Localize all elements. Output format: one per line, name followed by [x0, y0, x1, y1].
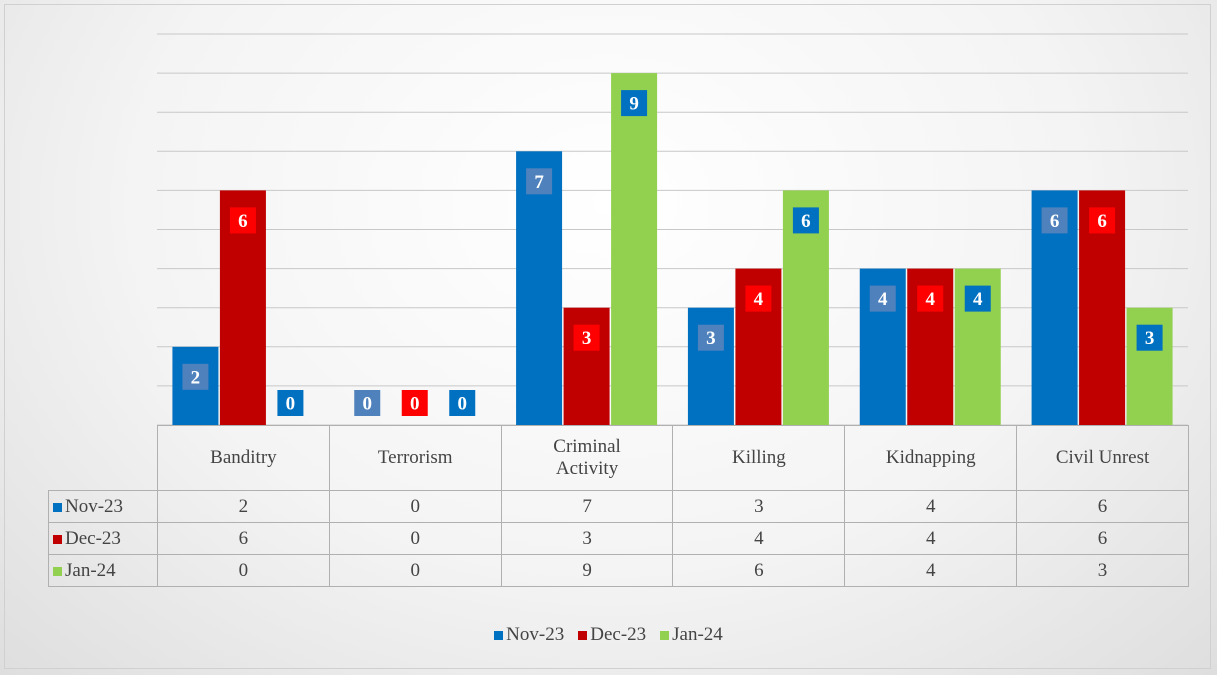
data-label-box	[964, 285, 991, 312]
data-label-box	[745, 285, 772, 312]
data-label-box	[401, 390, 428, 416]
legend-key	[53, 534, 62, 544]
table-cell: 2	[157, 490, 330, 523]
legend-key	[660, 631, 670, 640]
data-label: 0	[458, 394, 468, 415]
data-label: 6	[1097, 211, 1107, 232]
table-cell: 0	[328, 554, 502, 587]
legend-item: Dec-23	[578, 624, 646, 646]
table-cell: 0	[328, 522, 502, 555]
data-label-box	[869, 285, 896, 312]
table-cell: 0	[328, 490, 502, 523]
data-label: 6	[1050, 211, 1060, 232]
data-label: 3	[1145, 328, 1155, 349]
table-cell: 4	[844, 522, 1018, 555]
data-label: 7	[534, 172, 544, 193]
category-label: Civil Unrest	[1016, 425, 1189, 491]
data-label: 6	[801, 211, 811, 232]
data-label-box	[182, 363, 209, 390]
legend-label: Dec-23	[590, 624, 647, 645]
bar	[516, 151, 563, 426]
row-label: Jan-24	[65, 559, 116, 581]
row-label: Dec-23	[65, 527, 121, 549]
table-cell: 4	[844, 554, 1018, 587]
legend-item: Jan-24	[660, 624, 723, 646]
data-label: 4	[973, 289, 983, 310]
category-label: Criminal Activity	[500, 425, 674, 491]
corner-cell	[49, 426, 158, 491]
data-label-box	[917, 285, 944, 312]
category-label: Killing	[672, 425, 846, 491]
bar	[611, 73, 658, 425]
data-label: 6	[238, 211, 248, 232]
table-row: Dec-23 6 0 3 4 4 6	[48, 522, 1189, 555]
data-label: 9	[629, 94, 639, 115]
table-row: Nov-23 2 0 7 3 4 6	[48, 490, 1189, 523]
legend: Nov-23 Dec-23 Jan-24	[0, 624, 1217, 646]
data-label: 2	[191, 367, 201, 388]
chart-frame	[4, 4, 1211, 669]
table-cell: 3	[672, 490, 846, 523]
row-label: Nov-23	[65, 495, 124, 517]
category-label: Terrorism	[328, 425, 502, 491]
table-cell: 6	[1016, 490, 1189, 523]
data-label-box	[1089, 207, 1116, 234]
legend-key	[53, 566, 62, 576]
data-label-box	[1136, 324, 1163, 351]
data-label-box	[229, 207, 256, 234]
data-label-box	[697, 324, 724, 351]
table-cell: 6	[672, 554, 846, 587]
data-label: 3	[582, 328, 592, 349]
table-cell: 9	[500, 554, 674, 587]
table-cell: 3	[1016, 554, 1189, 587]
data-label-box	[621, 90, 648, 117]
data-label-box	[573, 324, 600, 351]
category-label: Banditry	[157, 425, 330, 491]
legend-label: Nov-23	[506, 624, 565, 645]
data-table: Banditry Terrorism Criminal Activity Killin…	[48, 425, 1189, 587]
data-label-box	[792, 207, 819, 234]
category-label: Kidnapping	[844, 425, 1018, 491]
data-label-box	[277, 390, 304, 416]
table-cell: 3	[500, 522, 674, 555]
data-label: 0	[363, 394, 373, 415]
data-label: 0	[286, 394, 296, 415]
table-cell: 6	[1016, 522, 1189, 555]
data-label-box	[449, 390, 476, 416]
data-label-box	[354, 390, 381, 416]
row-header: Nov-23	[48, 490, 158, 523]
data-label: 4	[878, 289, 888, 310]
row-header: Jan-24	[48, 554, 158, 587]
table-cell: 6	[157, 522, 330, 555]
legend-key	[53, 502, 62, 512]
table-cell: 4	[844, 490, 1018, 523]
row-header: Dec-23	[48, 522, 158, 555]
data-label: 4	[754, 289, 764, 310]
header-row: Banditry Terrorism Criminal Activity Killin…	[49, 425, 1189, 491]
data-label-box	[526, 168, 553, 195]
data-label: 3	[706, 328, 716, 349]
data-label-box	[1041, 207, 1068, 234]
data-label: 0	[410, 394, 420, 415]
data-label: 4	[926, 289, 936, 310]
table-cell: 0	[157, 554, 330, 587]
table-row: Jan-24 0 0 9 6 4 3	[48, 554, 1189, 587]
legend-key	[578, 631, 588, 640]
table-cell: 7	[500, 490, 674, 523]
legend-key	[494, 631, 504, 640]
table-cell: 4	[672, 522, 846, 555]
legend-item: Nov-23	[494, 624, 564, 646]
legend-label: Jan-24	[672, 624, 723, 645]
